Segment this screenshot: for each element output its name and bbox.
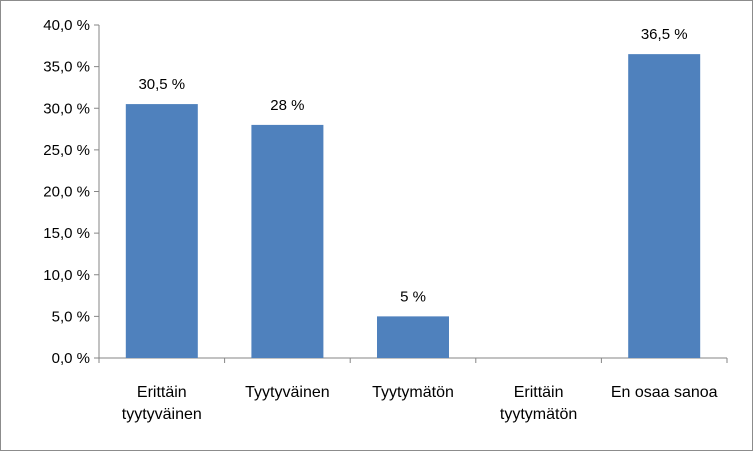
x-axis bbox=[98, 357, 728, 363]
y-tick-label: 40,0 % bbox=[43, 17, 90, 34]
bar bbox=[125, 104, 198, 359]
category-label: Erittäin bbox=[137, 384, 187, 401]
bar bbox=[251, 124, 324, 359]
category-labels: Erittäin tyytyväinen Tyytyväinen Tyytymätön… bbox=[122, 384, 718, 423]
category-label: En osaa sanoa bbox=[611, 384, 718, 401]
bars bbox=[125, 54, 701, 359]
category-label: Tyytyväinen bbox=[245, 384, 329, 401]
data-label: 28 % bbox=[270, 97, 304, 114]
y-tick-label: 15,0 % bbox=[43, 225, 90, 242]
data-label: 30,5 % bbox=[138, 76, 185, 93]
y-tick-label: 25,0 % bbox=[43, 142, 90, 159]
y-axis: 0,0 % 5,0 % 10,0 % 15,0 % 20,0 % 25,0 % 30,0 %… bbox=[43, 17, 100, 367]
data-label: 36,5 % bbox=[641, 26, 688, 43]
bar bbox=[628, 54, 701, 358]
y-tick-label: 20,0 % bbox=[43, 184, 90, 201]
bar bbox=[377, 316, 449, 358]
y-tick-label: 10,0 % bbox=[43, 267, 90, 284]
y-tick-label: 0,0 % bbox=[52, 350, 90, 367]
y-tick-label: 5,0 % bbox=[52, 308, 90, 325]
y-tick-label: 30,0 % bbox=[43, 100, 90, 117]
category-label: tyytymätön bbox=[500, 406, 577, 423]
data-label: 5 % bbox=[400, 288, 426, 305]
category-label: Tyytymätön bbox=[372, 384, 454, 401]
category-label: Erittäin bbox=[514, 384, 564, 401]
data-labels: 30,5 % 28 % 5 % 36,5 % bbox=[138, 26, 687, 305]
y-tick-label: 35,0 % bbox=[43, 59, 90, 76]
category-label: tyytyväinen bbox=[122, 406, 202, 423]
